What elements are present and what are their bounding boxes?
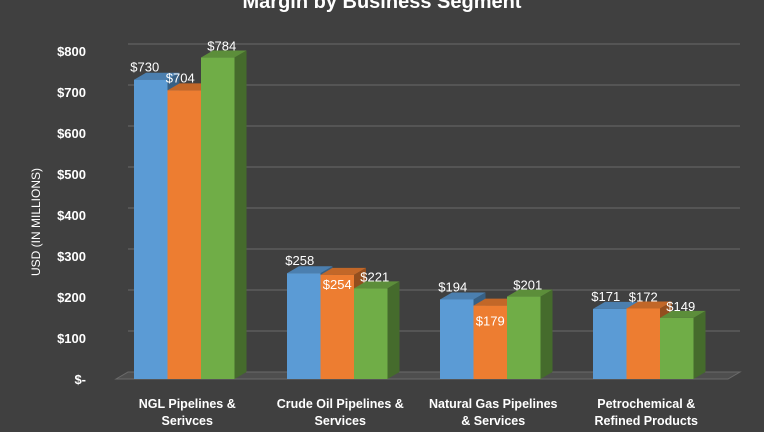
data-label: $179 (476, 314, 505, 329)
data-label: $171 (591, 289, 620, 304)
data-label: $784 (207, 39, 236, 54)
data-label: $730 (130, 60, 159, 75)
y-axis-label: USD (IN MILLIONS) (29, 168, 43, 276)
category-label: Petrochemical & Refined Products (595, 397, 699, 428)
bar (507, 289, 553, 379)
y-tick-label: $500 (57, 167, 86, 182)
y-tick-label: $- (74, 372, 86, 387)
y-tick-label: $700 (57, 85, 86, 100)
bar (660, 310, 706, 379)
y-tick-label: $800 (57, 44, 86, 59)
y-tick-label: $300 (57, 249, 86, 264)
x-axis-categories: NGL Pipelines & Serivces Crude Oil Pipelin… (139, 397, 698, 428)
y-tick-label: $100 (57, 331, 86, 346)
data-label: $172 (629, 289, 658, 304)
bar (201, 50, 247, 380)
data-label: $221 (360, 269, 389, 284)
data-labels: $730 $704 $784 $258 $254 $221 $194 $179 $201 $171… (130, 39, 695, 329)
bar (354, 281, 400, 379)
chart-title: Margin by Business Segment (243, 0, 522, 13)
category-label: Crude Oil Pipelines & Services (277, 397, 404, 428)
y-axis-ticks: $- $100 $200 $300 $400 $500 $600 $700 $800 (57, 44, 86, 387)
category-label: Natural Gas Pipelines & Services (429, 397, 558, 428)
data-label: $704 (166, 70, 195, 85)
data-label: $254 (323, 277, 352, 292)
y-tick-label: $600 (57, 126, 86, 141)
y-tick-label: $400 (57, 208, 86, 223)
category-label: NGL Pipelines & Serivces (139, 397, 236, 428)
data-label: $201 (513, 278, 542, 293)
data-label: $149 (666, 299, 695, 314)
data-label: $258 (285, 253, 314, 268)
data-label: $194 (438, 279, 467, 294)
y-tick-label: $200 (57, 290, 86, 305)
bars (134, 50, 706, 380)
